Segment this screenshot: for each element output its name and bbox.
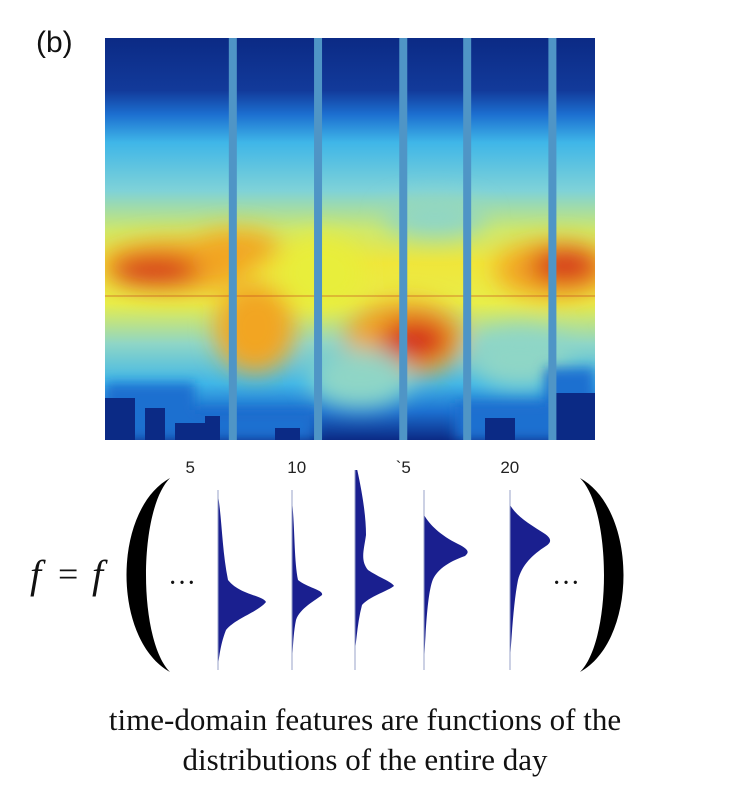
gap-bar-5 [548,38,557,440]
caption-line-1: time-domain features are functions of th… [108,702,622,737]
formula-equals: = [58,554,78,594]
heatmap-bottom-specks [105,393,595,440]
formula-svg: f = f ··· ··· [30,470,624,672]
left-paren [126,478,170,672]
heatmap-svg [105,38,595,440]
right-paren [580,478,624,672]
heatmap [105,38,595,440]
x-tick-5: 5 [185,458,195,477]
formula: f = f ··· ··· [0,470,730,680]
x-tick-15: `5 [395,458,411,477]
distribution-shape-4 [424,515,468,665]
panel-label: (b) [36,26,73,59]
distribution-shape-3 [355,470,394,650]
x-axis: 5 10 `5 20 [105,440,595,480]
gap-bar-4 [463,38,472,440]
distribution-shape-5 [510,505,551,660]
formula-lhs: f [30,552,46,597]
gap-bar-2 [314,38,323,440]
formula-function: f [92,552,108,597]
x-tick-10: 10 [287,458,307,477]
distribution-shapes [217,470,551,670]
x-tick-20: 20 [500,458,520,477]
caption-line-2: distributions of the entire day [182,742,548,777]
distribution-shape-2 [292,500,323,660]
gap-bar-3 [399,38,408,440]
gap-bar-1 [228,38,237,440]
heatmap-gap-bars [228,38,557,440]
caption: time-domain features are functions of th… [0,700,730,780]
distribution-shape-1 [218,495,266,665]
ellipsis-right: ··· [552,568,580,599]
ellipsis-left: ··· [168,568,196,599]
